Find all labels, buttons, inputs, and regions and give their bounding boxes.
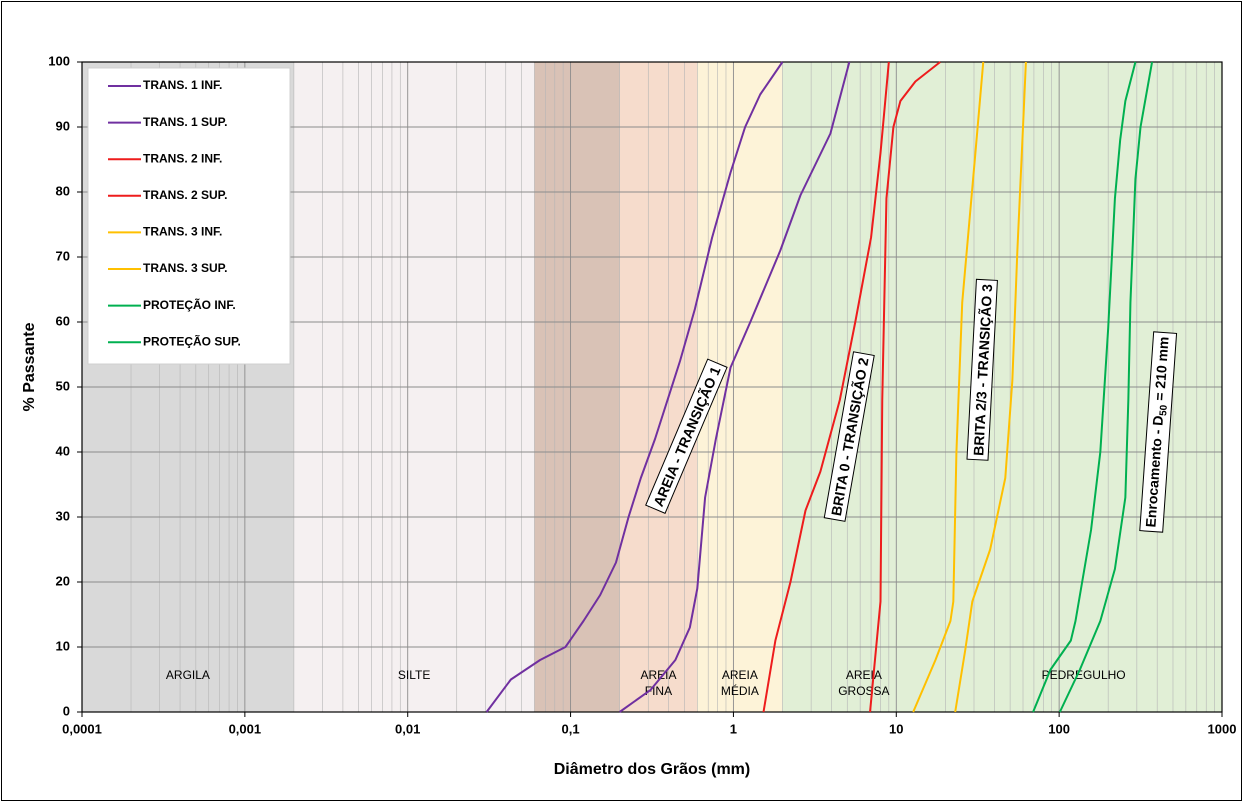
zone-label-text: ARGILA (166, 668, 210, 682)
zone-label: AREIA MÉDIA (721, 668, 759, 698)
y-tick-label: 40 (56, 443, 70, 458)
zone-label-text: AREIA MÉDIA (721, 668, 759, 698)
legend-label: TRANS. 1 SUP. (143, 115, 227, 129)
plot-border (81, 61, 1223, 713)
y-tick-label: 60 (56, 313, 70, 328)
x-axis-label: Diâmetro dos Grãos (mm) (554, 761, 750, 778)
series-line (619, 61, 851, 713)
legend: TRANS. 1 INF. TRANS. 1 SUP. TRANS. 2 INF. T… (87, 67, 291, 365)
series-line (912, 61, 985, 713)
x-tick-label: 10 (889, 721, 903, 736)
annotation-part: Enrocamento - D (1142, 415, 1166, 528)
zone-label-line: AREIA (722, 668, 758, 682)
annotation: Enrocamento - D50 = 210 mm (1139, 331, 1178, 533)
plot-area: 0,0001 0,001 0,01 0,1 1 10 100 1000 0 10 20 30 40 50 6… (48, 53, 1236, 736)
y-tick-label: 0 (63, 703, 70, 718)
series-line (869, 61, 941, 713)
x-tick-label: 0,01 (395, 721, 420, 736)
x-tick-label: 100 (1048, 721, 1070, 736)
series-line (1032, 61, 1137, 713)
zone-label-line: MÉDIA (721, 683, 759, 698)
legend-box (87, 67, 291, 365)
y-tick-label: 30 (56, 508, 70, 523)
x-tick-label: 0,1 (562, 721, 580, 736)
y-tick-label: 50 (56, 378, 70, 393)
series-line (954, 61, 1027, 713)
annotation-box (823, 351, 875, 522)
y-tick-label: 70 (56, 248, 70, 263)
y-tick-label: 90 (56, 118, 70, 133)
legend-label: TRANS. 1 INF. (143, 78, 222, 92)
annotation-box (1139, 331, 1178, 533)
zone-label: SILTE (398, 668, 430, 682)
y-tick-label: 100 (48, 53, 70, 68)
legend-label: PROTEÇÃO SUP. (143, 333, 241, 348)
annotation-part: = 210 mm (1151, 336, 1172, 405)
legend-label: TRANS. 2 INF. (143, 151, 222, 165)
zone-label-text: PEDREGULHO (1042, 668, 1126, 682)
y-axis-label: % Passante (21, 322, 38, 411)
legend-label: TRANS. 3 INF. (143, 225, 222, 239)
zone-label-line: GROSSA (838, 684, 889, 698)
annotation-box (966, 278, 998, 461)
annotation-box (645, 358, 728, 514)
series-line (762, 61, 890, 713)
x-tick-label: 0,001 (229, 721, 262, 736)
zone-label-line: AREIA (640, 668, 676, 682)
zone-label-text: SILTE (398, 668, 430, 682)
zone-label: ARGILA (166, 668, 210, 682)
x-tick-label: 0,0001 (62, 721, 102, 736)
series-line (1058, 61, 1154, 713)
zone-label-line: AREIA (846, 668, 882, 682)
x-tick-label: 1000 (1208, 721, 1237, 736)
legend-label: PROTEÇÃO INF. (143, 297, 236, 312)
y-tick-label: 20 (56, 573, 70, 588)
legend-label: TRANS. 3 SUP. (143, 261, 227, 275)
y-tick-label: 10 (56, 638, 70, 653)
zone-label: PEDREGULHO (1042, 668, 1126, 682)
annotation-text: Enrocamento - D50 = 210 mm (1142, 336, 1174, 528)
annotation-subscript: 50 (1158, 404, 1170, 416)
legend-label: TRANS. 2 SUP. (143, 188, 227, 202)
series-line (485, 61, 784, 713)
x-tick-label: 1 (730, 721, 737, 736)
series-group (485, 61, 1154, 713)
y-tick-label: 80 (56, 183, 70, 198)
